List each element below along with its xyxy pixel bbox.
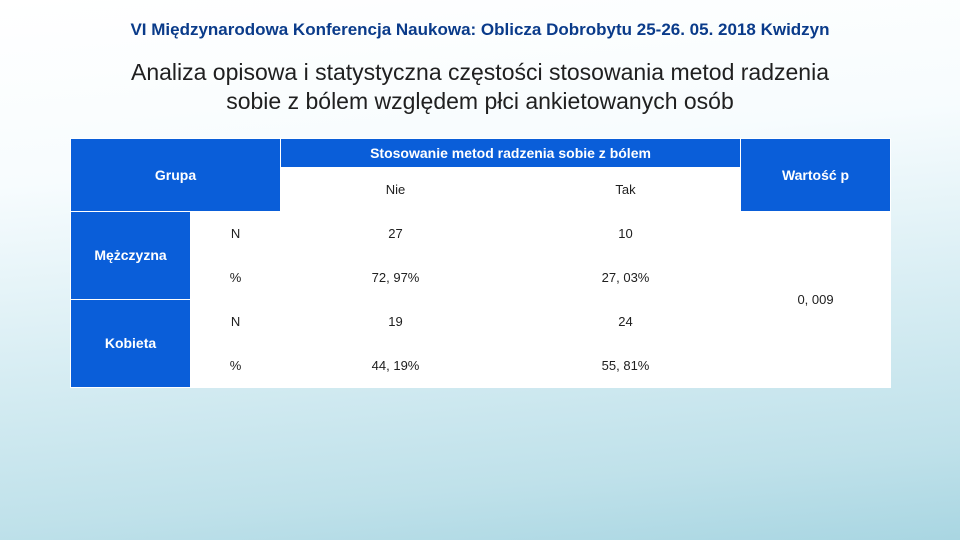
kobieta-pct-tak: 55, 81% [511, 343, 741, 387]
table-header-row-1: Grupa Stosowanie metod radzenia sobie z … [71, 138, 891, 167]
mezczyzna-pct-nie: 72, 97% [281, 255, 511, 299]
col-wartosc-p: Wartość p [741, 138, 891, 211]
data-table: Grupa Stosowanie metod radzenia sobie z … [70, 138, 891, 388]
kobieta-pct-nie: 44, 19% [281, 343, 511, 387]
title-line-1: Analiza opisowa i statystyczna częstości… [131, 59, 829, 85]
mezczyzna-n-nie: 27 [281, 211, 511, 255]
col-grupa: Grupa [71, 138, 281, 211]
conference-title: VI Międzynarodowa Konferencja Naukowa: O… [40, 20, 920, 40]
kobieta-pct-label: % [191, 343, 281, 387]
slide: VI Międzynarodowa Konferencja Naukowa: O… [0, 0, 960, 540]
row-label-mezczyzna: Mężczyzna [71, 211, 191, 299]
main-title: Analiza opisowa i statystyczna częstości… [40, 58, 920, 116]
data-table-wrap: Grupa Stosowanie metod radzenia sobie z … [70, 138, 890, 388]
mezczyzna-n-label: N [191, 211, 281, 255]
col-nie: Nie [281, 167, 511, 211]
kobieta-n-label: N [191, 299, 281, 343]
kobieta-n-tak: 24 [511, 299, 741, 343]
mezczyzna-n-tak: 10 [511, 211, 741, 255]
mezczyzna-pct-tak: 27, 03% [511, 255, 741, 299]
row-label-kobieta: Kobieta [71, 299, 191, 387]
col-tak: Tak [511, 167, 741, 211]
title-line-2: sobie z bólem względem płci ankietowanyc… [226, 88, 734, 114]
kobieta-n-nie: 19 [281, 299, 511, 343]
row-mezczyzna-n: Mężczyzna N 27 10 0, 009 [71, 211, 891, 255]
mezczyzna-pct-label: % [191, 255, 281, 299]
col-stosowanie: Stosowanie metod radzenia sobie z bólem [281, 138, 741, 167]
p-value-cell: 0, 009 [741, 211, 891, 387]
